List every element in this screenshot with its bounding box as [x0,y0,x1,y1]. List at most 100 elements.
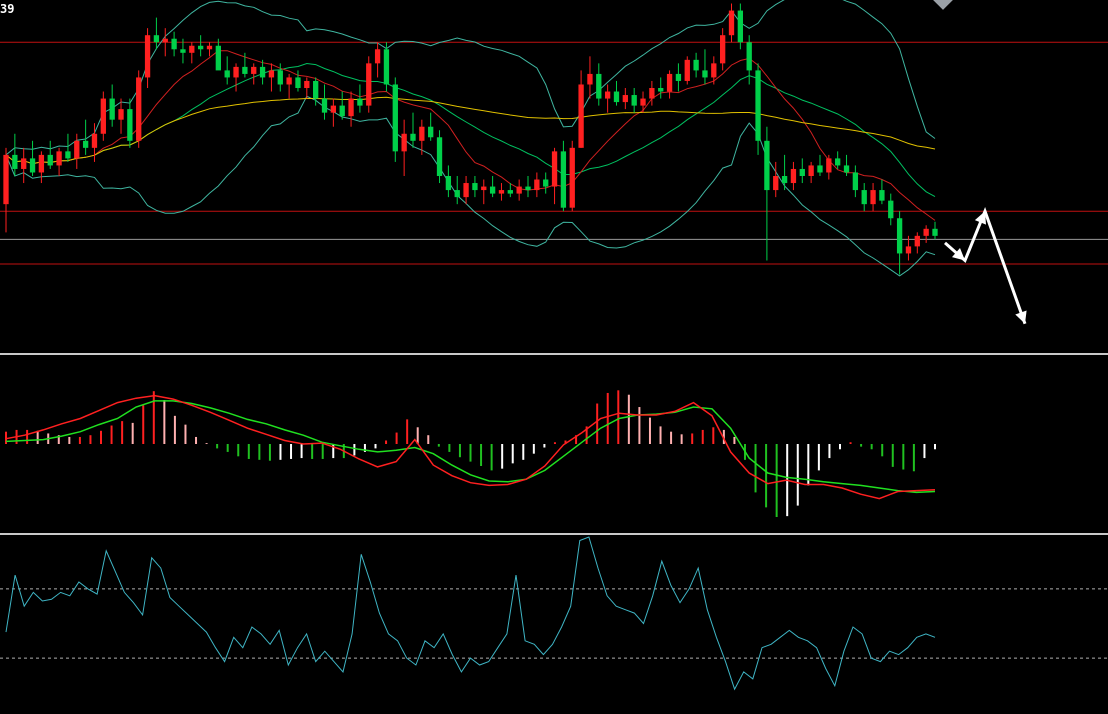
candle-body [693,59,699,71]
candle-body [56,151,62,166]
candle-body [613,91,620,103]
candle-body [47,154,53,166]
candle-body [38,154,45,173]
candle-body [454,190,460,198]
candle-body [162,38,168,43]
candle-body [711,63,717,78]
candle-body [206,45,213,50]
candle-body [843,165,850,173]
candle-body [498,190,505,194]
forecast-arrow-head [1015,310,1027,324]
candle-body [21,158,27,169]
candle-body [118,109,124,120]
candle-body [808,165,814,176]
candle-body [773,176,779,191]
candle-body [445,176,452,191]
candle-body [136,77,142,141]
candle-body [313,80,319,99]
candle-body [127,109,133,141]
candle-body [560,151,567,208]
candle-body [649,88,655,99]
candle-body [835,158,841,166]
candle-body [29,158,36,173]
candle-body [888,200,894,219]
candle-body [764,140,770,191]
candle-body [587,73,593,85]
candle-body [3,154,9,205]
candle-body [551,151,558,187]
candle-body [826,158,832,173]
candle-body [392,84,398,152]
candle-body [419,126,425,141]
candle-body [171,38,177,50]
candle-body [180,49,186,53]
candle-body [109,98,115,120]
candle-body [914,235,920,247]
candle-body [357,98,363,106]
candle-body [339,105,345,117]
candle-body [268,70,275,78]
candle-body [658,88,664,92]
candle-body [215,45,221,71]
candle-body [569,147,575,208]
candle-body [604,91,611,99]
candle-body [295,77,301,88]
macd-dea-line [5,400,936,494]
candle-body [374,49,381,64]
candle-body [720,35,726,64]
candle-body [259,66,266,78]
candle-body [286,77,292,85]
candle-body [428,126,434,138]
candle-body [578,84,584,148]
candle-body [436,137,443,176]
candle-body [684,59,690,81]
candle-body [65,151,71,159]
candle-body [534,179,540,191]
candle-body [923,228,929,236]
oscillator-line [5,536,936,691]
candle-body [790,168,797,184]
candle-body [675,73,682,81]
candle-body [631,95,637,106]
candle-body [746,42,752,71]
candle-body [277,70,283,85]
candle-body [879,190,885,201]
candle-body [304,80,310,88]
forecast-arrow [944,206,1027,325]
candle-body [233,66,239,78]
candle-body [702,70,708,78]
candle-body [100,98,106,134]
candle-body [12,154,18,169]
candle-body [251,66,257,74]
candle-body [640,98,646,106]
candle-body [383,49,390,85]
candle-body [197,45,204,50]
candle-body [189,45,195,53]
candle-body [596,73,602,99]
candle-body [737,10,744,43]
candle-body [507,190,513,194]
candle-body [525,186,531,191]
candle-body [463,183,469,198]
candle-body [224,70,230,78]
forecast-arrow-head [952,248,965,261]
candle-body [366,63,372,106]
candle-body [481,186,487,191]
bollinger-upper-line [5,0,936,156]
moving-average-line [5,50,936,221]
macd-dif-line [5,394,936,500]
candle-body [489,186,496,194]
candle-body [932,228,938,236]
moving-average-line [5,96,936,165]
candle-body [144,35,151,78]
candle-body [755,70,761,141]
candle-body [153,35,160,43]
candle-body [472,183,478,191]
candle-body [799,168,805,176]
bollinger-lower-line [5,95,936,277]
forecast-arrow-head [974,211,986,225]
candle-body [870,190,876,205]
candle-body [896,218,903,254]
